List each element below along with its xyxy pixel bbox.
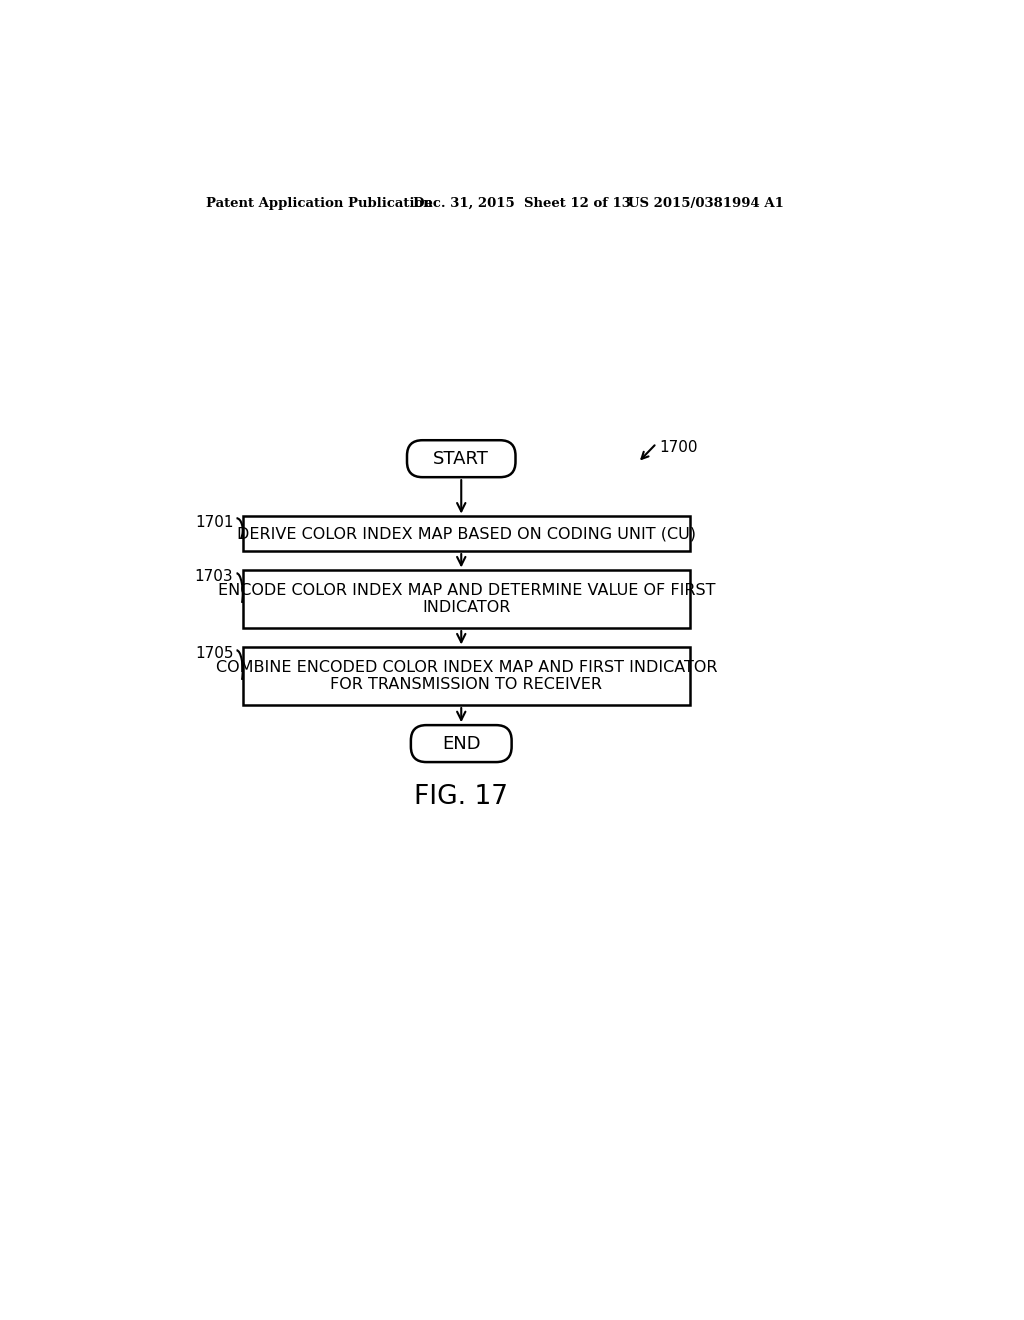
Text: DERIVE COLOR INDEX MAP BASED ON CODING UNIT (CU): DERIVE COLOR INDEX MAP BASED ON CODING U…: [237, 527, 695, 541]
Text: Patent Application Publication: Patent Application Publication: [206, 197, 432, 210]
Text: 1700: 1700: [658, 440, 697, 454]
Text: 1701: 1701: [195, 515, 233, 529]
Bar: [243, 516, 690, 552]
Text: COMBINE ENCODED COLOR INDEX MAP AND FIRST INDICATOR
FOR TRANSMISSION TO RECEIVER: COMBINE ENCODED COLOR INDEX MAP AND FIRS…: [215, 660, 717, 693]
Text: US 2015/0381994 A1: US 2015/0381994 A1: [628, 197, 783, 210]
Text: Dec. 31, 2015  Sheet 12 of 13: Dec. 31, 2015 Sheet 12 of 13: [414, 197, 631, 210]
Text: ENCODE COLOR INDEX MAP AND DETERMINE VALUE OF FIRST
INDICATOR: ENCODE COLOR INDEX MAP AND DETERMINE VAL…: [217, 583, 715, 615]
Text: 1703: 1703: [195, 569, 233, 583]
FancyBboxPatch shape: [407, 441, 515, 478]
FancyBboxPatch shape: [411, 725, 512, 762]
Text: START: START: [433, 450, 489, 467]
Text: END: END: [442, 735, 480, 752]
Bar: [243, 570, 690, 628]
Text: 1705: 1705: [195, 645, 233, 661]
Text: FIG. 17: FIG. 17: [415, 784, 508, 810]
Bar: [243, 647, 690, 705]
